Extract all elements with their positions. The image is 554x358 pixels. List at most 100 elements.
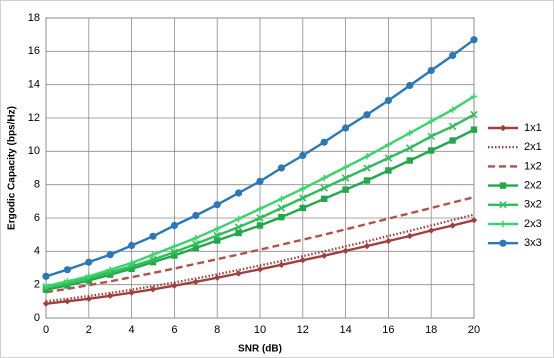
marker: [128, 265, 135, 273]
marker: [406, 144, 414, 152]
legend-label: 1x2: [524, 160, 542, 172]
marker: [499, 239, 507, 247]
marker: [256, 266, 264, 273]
y-tick-label: 8: [34, 179, 40, 191]
x-tick-label: 10: [254, 324, 266, 336]
marker: [470, 36, 478, 44]
y-axis-title: Ergodic Capacity (bps/Hz): [7, 106, 18, 230]
marker: [363, 111, 371, 119]
marker: [363, 242, 371, 250]
marker: [85, 273, 92, 280]
marker: [499, 201, 507, 209]
marker: [320, 184, 328, 192]
marker: [342, 163, 349, 171]
marker: [235, 215, 242, 223]
marker: [42, 286, 50, 293]
marker: [171, 282, 178, 289]
marker: [321, 252, 328, 259]
legend-label: 3x2: [524, 199, 542, 211]
marker: [278, 195, 285, 203]
marker: [406, 81, 414, 90]
marker: [149, 232, 157, 240]
marker: [449, 137, 456, 144]
marker: [192, 244, 199, 252]
y-tick-label: 12: [28, 112, 40, 124]
marker: [427, 132, 435, 141]
marker: [342, 124, 350, 132]
marker: [385, 237, 392, 245]
marker: [149, 251, 157, 258]
marker: [256, 177, 264, 185]
y-tick-label: 18: [28, 12, 40, 24]
x-tick-label: 4: [129, 324, 135, 336]
marker: [406, 157, 413, 164]
marker: [256, 214, 264, 222]
marker: [42, 272, 50, 280]
marker: [85, 277, 92, 284]
marker: [277, 164, 285, 172]
x-tick-label: 12: [297, 324, 309, 336]
legend-label: 2x1: [524, 141, 542, 153]
marker: [171, 252, 178, 259]
marker: [42, 300, 50, 307]
marker: [470, 126, 478, 133]
series-line: [45, 213, 475, 303]
marker: [341, 174, 350, 182]
marker: [170, 248, 179, 256]
marker: [299, 204, 306, 212]
marker: [235, 189, 243, 197]
marker: [321, 195, 328, 203]
x-tick-label: 8: [214, 324, 220, 336]
marker: [235, 270, 242, 277]
marker: [277, 204, 286, 212]
legend-label: 2x2: [524, 180, 542, 192]
marker: [321, 174, 328, 182]
marker: [499, 220, 507, 228]
x-axis-title: SNR (dB): [238, 344, 282, 355]
marker: [234, 223, 243, 231]
marker: [278, 213, 285, 221]
marker: [428, 227, 435, 234]
marker: [64, 278, 71, 285]
x-tick-label: 16: [382, 324, 394, 336]
legend-label: 1x1: [524, 122, 542, 134]
marker: [107, 266, 114, 273]
marker: [299, 185, 306, 193]
marker: [170, 221, 178, 230]
marker: [363, 164, 371, 172]
marker: [449, 106, 456, 113]
marker: [214, 237, 221, 244]
marker: [499, 182, 507, 189]
marker: [406, 129, 413, 137]
marker: [149, 286, 157, 293]
marker: [256, 205, 264, 213]
plot-border: [45, 17, 475, 319]
marker: [299, 256, 306, 264]
marker: [107, 271, 114, 278]
marker: [235, 229, 242, 237]
y-tick-label: 0: [34, 312, 40, 324]
x-tick-label: 20: [468, 324, 480, 336]
legend-label: 3x3: [524, 237, 542, 249]
marker: [192, 240, 200, 248]
legend-label: 2x3: [524, 218, 542, 230]
marker: [428, 118, 435, 125]
marker: [85, 295, 92, 303]
marker: [384, 154, 393, 162]
marker: [214, 225, 221, 233]
marker: [149, 258, 157, 266]
marker: [470, 216, 478, 224]
marker: [363, 153, 371, 160]
y-tick-label: 4: [34, 245, 40, 257]
marker: [470, 110, 478, 119]
x-tick-label: 6: [171, 324, 177, 336]
marker: [385, 141, 392, 148]
y-tick-label: 10: [28, 145, 40, 157]
marker: [384, 96, 392, 105]
marker: [192, 211, 200, 220]
marker: [299, 194, 307, 202]
marker: [342, 247, 349, 255]
